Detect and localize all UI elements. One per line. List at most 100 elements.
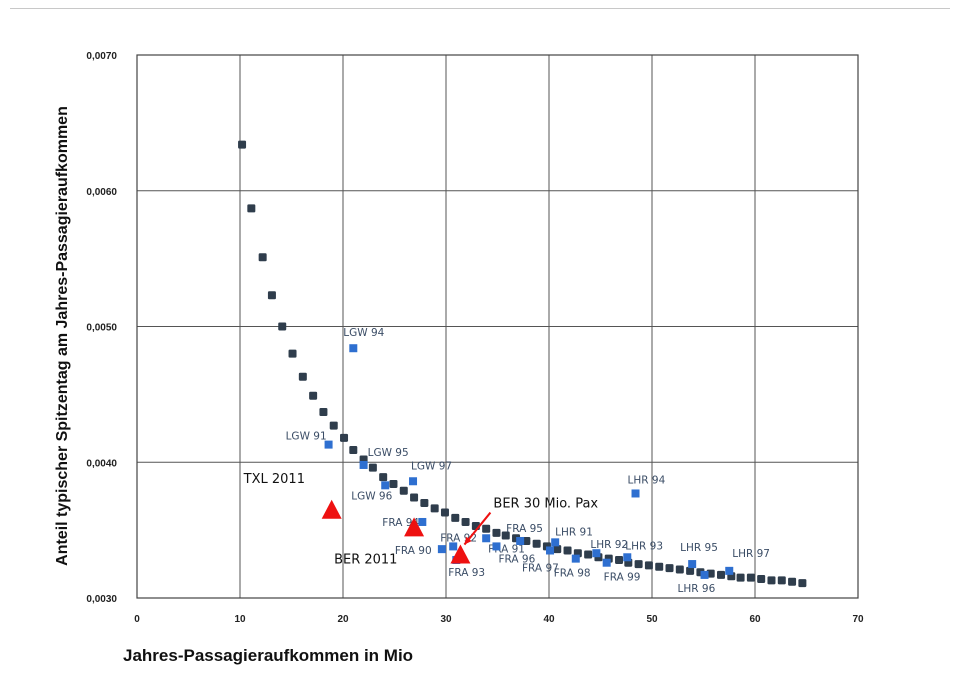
airport-point: [516, 536, 525, 545]
curve-point: [634, 560, 643, 569]
curve-point: [451, 513, 460, 522]
x-tick-label: 40: [543, 614, 555, 625]
airport-point-label: LHR 91: [555, 526, 593, 538]
y-axis: 0,0030 0,0040 0,0050 0,0060 0,0070: [86, 51, 117, 605]
curve-point: [430, 504, 439, 513]
curve-point: [238, 140, 247, 149]
curve-point: [379, 473, 388, 482]
airport-point: [449, 542, 458, 551]
curve-point: [655, 562, 664, 571]
airport-point: [381, 481, 390, 490]
curve-point: [492, 528, 501, 537]
curve-point: [278, 322, 287, 331]
triangle-label: BER 2011: [334, 552, 397, 567]
airport-point-label: LHR 94: [628, 474, 666, 486]
x-axis-title: Jahres-Passagieraufkommen in Mio: [123, 646, 413, 665]
curve-point: [736, 573, 745, 582]
ber-series: TXL 2011 BER 2011 BER 30 Mio. Pax: [243, 472, 599, 568]
airport-point: [631, 489, 640, 498]
curve-point: [675, 565, 684, 574]
airport-point: [359, 460, 368, 469]
x-tick-label: 30: [440, 614, 452, 625]
x-tick-label: 20: [337, 614, 349, 625]
triangle-label: TXL 2011: [243, 472, 305, 487]
airport-point-label: FRA 92: [440, 532, 477, 544]
curve-point: [798, 579, 807, 588]
airport-point-label: FRA 97: [522, 562, 559, 574]
curve-point: [777, 576, 786, 585]
chart-grid: [136, 54, 859, 599]
curve-point: [389, 479, 398, 488]
y-axis-title: Anteil typischer Spitzentag am Jahres-Pa…: [54, 106, 71, 566]
curve-point: [767, 576, 776, 585]
airport-point-label: LGW 91: [286, 431, 327, 443]
airport-point: [409, 477, 418, 486]
airport-point: [688, 560, 697, 569]
curve-point: [757, 574, 766, 583]
airport-point: [324, 440, 333, 449]
annotation-arrowhead: [464, 536, 472, 545]
curve-point: [665, 564, 674, 573]
x-tick-label: 10: [234, 614, 246, 625]
airport-point-label: LGW 94: [343, 327, 384, 339]
y-tick-label: 0,0050: [86, 323, 117, 334]
airport-point: [602, 558, 611, 567]
curve-point: [399, 486, 408, 495]
curve-point: [717, 570, 726, 579]
curve-point: [267, 291, 276, 300]
airport-point: [437, 545, 446, 554]
curve-point: [319, 408, 328, 417]
airport-point-label: LHR 93: [625, 540, 663, 552]
curve-point: [247, 204, 256, 213]
airport-point-label: FRA 95: [506, 523, 543, 535]
airport-point-label: LGW 97: [411, 460, 452, 472]
curve-point: [532, 539, 541, 548]
curve-point: [686, 566, 695, 575]
airport-point-label: LGW 95: [368, 447, 409, 459]
curve-point: [746, 573, 755, 582]
curve-point: [563, 546, 572, 555]
airport-point-label: FRA 98: [554, 568, 591, 580]
x-tick-label: 50: [646, 614, 658, 625]
airport-point: [725, 566, 734, 575]
airport-point: [700, 570, 709, 579]
curve-point: [706, 569, 715, 578]
curve-point: [615, 555, 624, 564]
airport-point: [623, 553, 632, 562]
curve-point: [420, 498, 429, 507]
y-tick-label: 0,0060: [86, 187, 117, 198]
curve-point: [584, 550, 593, 559]
curve-point: [501, 531, 510, 540]
x-tick-label: 60: [749, 614, 761, 625]
airport-point: [551, 538, 560, 547]
airport-point-label: FRA 93: [448, 567, 485, 579]
airport-point-label: LHR 95: [680, 542, 718, 554]
curve-point: [440, 508, 449, 517]
airport-point-label: LHR 96: [678, 583, 716, 595]
ber-triangle: [321, 499, 342, 519]
airport-point-label: FRA 99: [604, 572, 641, 584]
triangle-label: BER 30 Mio. Pax: [493, 497, 598, 512]
curve-point: [553, 545, 562, 554]
y-tick-label: 0,0040: [86, 458, 117, 469]
airport-point-label: FRA 96: [498, 553, 535, 565]
page-border: [10, 8, 950, 9]
airport-point: [546, 546, 555, 555]
curve-point: [288, 349, 297, 358]
curve-point: [309, 391, 318, 400]
curve-point: [788, 577, 797, 586]
airport-point-label: LHR 97: [732, 548, 770, 560]
curve-point: [329, 421, 338, 430]
curve-point: [340, 433, 349, 442]
airport-point: [418, 517, 427, 526]
curve-point: [349, 446, 358, 455]
plot-area-border: [136, 54, 859, 599]
ber-triangle: [450, 544, 471, 564]
airport-point: [482, 534, 491, 543]
airport-point: [349, 344, 358, 353]
curve-point: [644, 561, 653, 570]
y-tick-label: 0,0070: [86, 51, 117, 62]
airport-point: [571, 554, 580, 563]
